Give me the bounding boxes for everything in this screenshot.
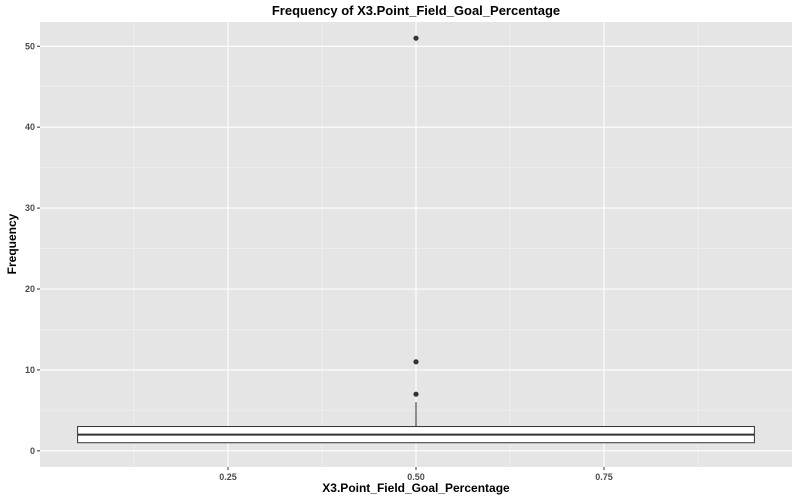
y-tick-label: 20 [25, 284, 35, 294]
x-axis-ticks: 0.25 0.50 0.75 [219, 467, 613, 482]
major-gridlines [40, 22, 792, 467]
x-tick-label: 0.50 [407, 472, 425, 482]
y-tick-label: 30 [25, 203, 35, 213]
chart-title: Frequency of X3.Point_Field_Goal_Percent… [272, 3, 560, 18]
y-tick-label: 10 [25, 365, 35, 375]
x-axis-title: X3.Point_Field_Goal_Percentage [322, 481, 510, 495]
x-tick-label: 0.75 [595, 472, 613, 482]
box-marks [77, 35, 755, 444]
outlier-point [413, 391, 419, 397]
y-tick-label: 40 [25, 122, 35, 132]
x-tick-label: 0.25 [219, 472, 237, 482]
outlier-point [413, 35, 419, 41]
y-tick-label: 50 [25, 41, 35, 51]
y-axis-title: Frequency [5, 213, 19, 274]
y-tick-label: 0 [30, 446, 35, 456]
outlier-point [413, 359, 419, 365]
y-axis-ticks: 0 10 20 30 40 50 [25, 41, 40, 456]
